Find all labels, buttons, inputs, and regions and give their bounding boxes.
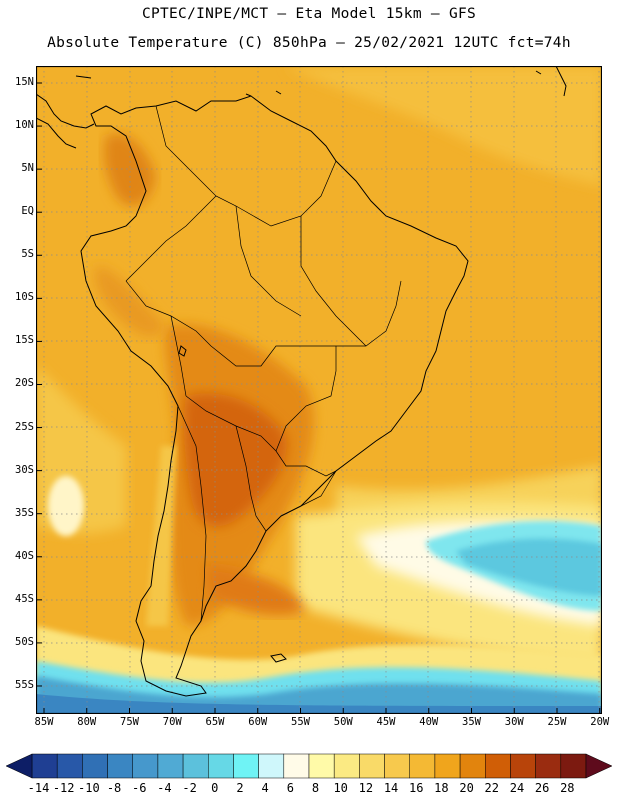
longitude-label: 85W [34, 716, 54, 728]
colorbar-label: 0 [211, 781, 219, 795]
colorbar-cell [359, 753, 385, 779]
longitude-label: 35W [462, 716, 481, 728]
field-patagonia-warm [206, 566, 306, 616]
colorbar-label: 22 [484, 781, 499, 795]
latitude-label: 10S [15, 291, 34, 304]
colorbar-cell [132, 753, 159, 779]
latitude-label: 10N [15, 119, 34, 132]
colorbar-cell [308, 753, 335, 779]
colorbar-label: -4 [157, 781, 172, 795]
axis-ticks [36, 82, 601, 714]
colorbar-cell [82, 753, 108, 779]
colorbar-cell [485, 753, 511, 779]
field-continent-hot [183, 393, 287, 527]
latitude-label: 25S [15, 420, 34, 433]
colorbar-label: 16 [408, 781, 424, 795]
colorbar-cell [434, 753, 461, 779]
central-america-coastline [36, 93, 95, 149]
colorbar-label: 12 [358, 781, 374, 795]
colorbar-label: -10 [78, 781, 100, 795]
field-chile-coast [146, 446, 176, 626]
longitude-label: 40W [419, 716, 439, 728]
falkland-islands [270, 653, 287, 663]
colorbar-cell [535, 753, 562, 779]
latitude-label: 45S [15, 592, 34, 605]
colorbar-cell [182, 753, 209, 779]
colorbar-cell [258, 753, 285, 779]
field-tropical-ocean [286, 66, 602, 186]
colorbar-label: -6 [131, 781, 147, 795]
colorbar-label: 24 [509, 781, 525, 795]
longitude-label: 70W [162, 716, 182, 728]
colorbar-cell [459, 753, 486, 779]
colorbar-cell [56, 753, 83, 779]
latitude-label: 15N [15, 76, 34, 88]
caribbean-islands [75, 66, 567, 97]
longitude-label: 45W [376, 716, 396, 728]
latitude-label: EQ [21, 205, 34, 218]
latitude-label: 5S [21, 248, 34, 261]
colorbar-label: 10 [333, 781, 348, 795]
colorbar-cell [31, 753, 58, 779]
field-pacific-patch [48, 476, 84, 536]
colorbar-cell [384, 753, 410, 779]
latitude-label: 35S [15, 506, 34, 519]
latitude-label: 30S [15, 463, 34, 476]
colorbar [5, 753, 613, 779]
colorbar-label: 14 [383, 781, 399, 795]
colorbar-cell [560, 753, 587, 779]
colorbar-cell [283, 753, 310, 779]
map-title-line2: Absolute Temperature (C) 850hPa – 25/02/… [47, 35, 571, 51]
lake-titicaca [178, 345, 187, 357]
colorbar-label: 20 [459, 781, 474, 795]
longitude-label: 75W [120, 716, 139, 728]
colorbar-label: 2 [236, 781, 244, 795]
longitude-label: 50W [333, 716, 353, 728]
latitude-label: 40S [15, 549, 34, 562]
latitude-label: 50S [15, 635, 34, 648]
colorbar-label: 26 [534, 781, 550, 795]
longitude-label: 30W [504, 716, 524, 728]
colorbar-cell [333, 753, 360, 779]
colorbar-cell [208, 753, 234, 779]
latitude-label: 20S [15, 377, 34, 390]
colorbar-cell [233, 753, 259, 779]
field-north-andes [104, 133, 156, 207]
colorbar-cell [157, 753, 184, 779]
longitude-label: 60W [248, 716, 268, 728]
colorbar-low-arrow [5, 753, 33, 779]
latitude-label: 15S [15, 334, 34, 347]
colorbar-label: -8 [106, 781, 122, 795]
longitude-label: 55W [291, 716, 310, 728]
colorbar-cell [409, 753, 436, 779]
map-title-line1: CPTEC/INPE/MCT – Eta Model 15km – GFS [141, 6, 477, 22]
colorbar-label: -2 [182, 781, 197, 795]
field-south-deep [36, 694, 602, 714]
colorbar-label: 18 [434, 781, 449, 795]
latitude-label: 55S [15, 678, 34, 691]
colorbar-cell [510, 753, 536, 779]
longitude-label: 25W [547, 716, 567, 728]
map-frame [36, 66, 602, 714]
colorbar-label: 6 [286, 781, 294, 795]
temperature-map [36, 66, 602, 714]
latitude-label: 5N [21, 162, 34, 175]
colorbar-label: -14 [27, 781, 50, 795]
longitude-label: 20W [590, 716, 610, 728]
graticule [36, 66, 602, 714]
colorbar-cell [107, 753, 133, 779]
colorbar-label: 4 [261, 781, 269, 795]
country-borders [125, 105, 402, 622]
colorbar-label: 28 [560, 781, 575, 795]
longitude-label: 80W [77, 716, 97, 728]
colorbar-high-arrow [585, 753, 613, 779]
colorbar-label: -12 [52, 781, 75, 795]
colorbar-label: 8 [311, 781, 320, 795]
longitude-label: 65W [205, 716, 225, 728]
south-america-coastline [80, 95, 469, 697]
field-atlantic-cyan-deep [456, 538, 602, 596]
